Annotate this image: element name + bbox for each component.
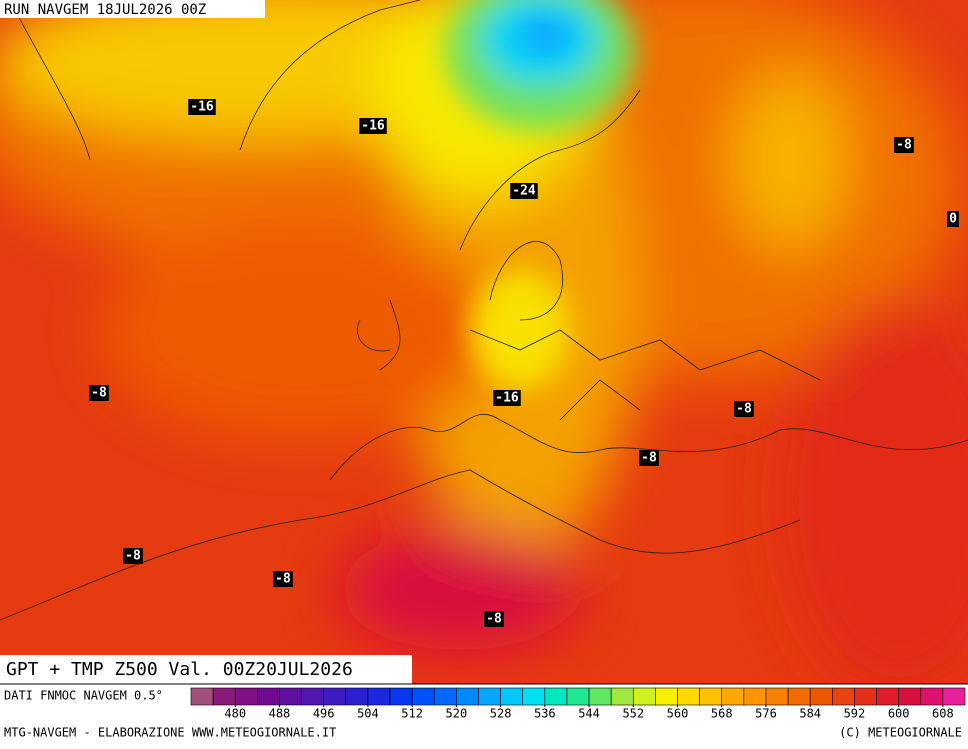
- contour-label-box: [273, 571, 293, 587]
- colorbar: 480 488 496 504 512 520 528 536 544 552 560 568 576 5…: [190, 687, 966, 721]
- contour-label: -8: [486, 612, 502, 627]
- colorbar-swatch: [854, 687, 877, 706]
- colorbar-swatch: [699, 687, 723, 706]
- contour-label-box: [894, 137, 914, 153]
- colorbar-tick-label: 544: [578, 707, 600, 721]
- contour-labels: -16 -16 -24 -8 0 -8 -16 -8 -8 -8 -8 -8: [89, 99, 959, 627]
- colorbar-swatch: [632, 687, 656, 706]
- colorbar-swatch: [301, 687, 324, 706]
- colorbar-swatch: [212, 687, 236, 706]
- contour-label-box: [123, 548, 143, 564]
- contour-label-box: [359, 118, 387, 134]
- colorbar-swatch: [478, 687, 501, 706]
- colorbar-tick-label: 504: [357, 707, 379, 721]
- colorbar-swatch: [367, 687, 391, 706]
- colorbar-swatch: [898, 687, 922, 706]
- colorbar-swatch: [920, 687, 944, 706]
- contour-label: -8: [275, 572, 291, 587]
- colorbar-swatch: [876, 687, 899, 706]
- colorbar-swatch: [433, 687, 457, 706]
- colorbar-swatch: [323, 687, 347, 706]
- colorbar-swatch: [743, 687, 767, 706]
- contour-label-box: [510, 183, 538, 199]
- colorbar-swatch: [942, 687, 966, 706]
- colorbar-tick-label: 528: [490, 707, 512, 721]
- colorbar-swatch: [500, 687, 524, 706]
- contour-label-box: [89, 385, 109, 401]
- colorbar-swatch: [809, 687, 833, 706]
- contour-label: -16: [361, 119, 385, 134]
- map-field: [0, 0, 968, 684]
- colorbar-swatch: [721, 687, 745, 706]
- contour-label-box: [947, 211, 959, 227]
- colorbar-swatch: [544, 687, 568, 706]
- title-box: [0, 655, 412, 684]
- colorbar-swatch: [257, 687, 280, 706]
- colorbar-swatch: [522, 687, 546, 706]
- header-box: [0, 0, 265, 18]
- colorbar-tick-label: 552: [622, 707, 644, 721]
- contour-label-box: [493, 390, 521, 406]
- contour-label: -8: [736, 402, 752, 417]
- contour-label-box: [734, 401, 754, 417]
- colorbar-swatch: [787, 687, 811, 706]
- contour-label: -16: [190, 100, 214, 115]
- colorbar-tick-label: 560: [667, 707, 689, 721]
- run-label: RUN NAVGEM 18JUL2026 00Z: [4, 2, 206, 18]
- colorbar-tick-label: 600: [888, 707, 910, 721]
- colorbar-swatch: [588, 687, 612, 706]
- colorbar-swatch: [234, 687, 258, 706]
- colorbar-tick-label: 512: [401, 707, 423, 721]
- contour-label: -16: [495, 391, 519, 406]
- colorbar-tick-label: 496: [313, 707, 335, 721]
- colorbar-swatch: [279, 687, 302, 706]
- colorbar-tick-label: 568: [711, 707, 733, 721]
- colorbar-swatch: [566, 687, 590, 706]
- contour-label-box: [484, 611, 504, 627]
- contour-label: -8: [641, 451, 657, 466]
- colorbar-caption: DATI FNMOC NAVGEM 0.5°: [4, 689, 163, 703]
- footer-right: (C) METEOGIORNALE: [839, 726, 962, 740]
- colorbar-swatch: [832, 687, 855, 706]
- contour-label: -8: [125, 549, 141, 564]
- map-title: GPT + TMP Z500 Val. 00Z20JUL2026: [6, 659, 353, 680]
- colorbar-swatch: [345, 687, 369, 706]
- contour-label: -8: [91, 386, 107, 401]
- colorbar-swatch: [389, 687, 413, 706]
- contour-label: -24: [512, 184, 536, 199]
- colorbar-tick-label: 480: [224, 707, 246, 721]
- colorbar-swatch: [610, 687, 634, 706]
- coastlines: [0, 0, 968, 621]
- colorbar-tick-label: 488: [269, 707, 291, 721]
- contour-label-box: [639, 450, 659, 466]
- colorbar-swatch: [190, 687, 214, 706]
- footer-left: MTG-NAVGEM - ELABORAZIONE WWW.METEOGIORN…: [4, 726, 336, 740]
- colorbar-swatch: [677, 687, 700, 706]
- colorbar-tick-label: 592: [844, 707, 866, 721]
- colorbar-tick-label: 520: [446, 707, 468, 721]
- colorbar-tick-label: 608: [932, 707, 954, 721]
- colorbar-swatch: [765, 687, 789, 706]
- colorbar-tick-label: 536: [534, 707, 556, 721]
- colorbar-swatch: [411, 687, 435, 706]
- colorbar-tick-label: 576: [755, 707, 777, 721]
- contour-label-box: [188, 99, 216, 115]
- colorbar-swatch: [655, 687, 678, 706]
- contour-label: 0: [949, 212, 957, 227]
- contour-label: -8: [896, 138, 912, 153]
- colorbar-swatch: [456, 687, 479, 706]
- colorbar-tick-label: 584: [799, 707, 821, 721]
